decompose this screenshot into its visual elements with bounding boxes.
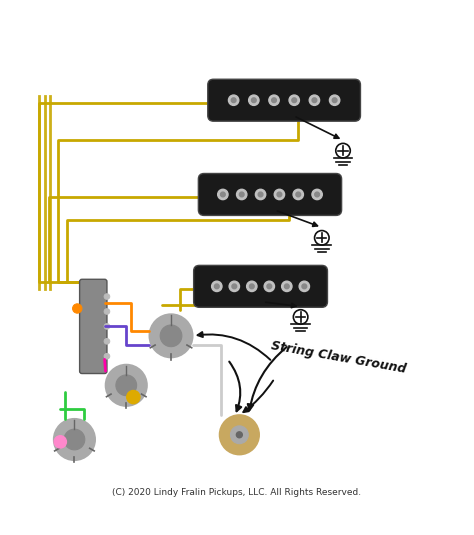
Circle shape (54, 419, 95, 460)
Circle shape (267, 284, 272, 289)
Circle shape (293, 189, 303, 200)
Circle shape (249, 284, 254, 289)
Circle shape (104, 294, 110, 300)
Circle shape (73, 304, 82, 313)
Circle shape (237, 189, 247, 200)
Circle shape (237, 432, 242, 438)
FancyBboxPatch shape (208, 79, 360, 121)
Circle shape (312, 189, 322, 200)
FancyBboxPatch shape (198, 173, 342, 216)
Circle shape (231, 98, 236, 103)
Circle shape (252, 98, 256, 103)
Circle shape (264, 281, 274, 292)
Circle shape (104, 309, 110, 314)
Circle shape (228, 95, 239, 105)
Circle shape (284, 284, 289, 289)
Circle shape (106, 364, 147, 406)
Circle shape (160, 325, 182, 347)
Circle shape (116, 375, 137, 396)
Circle shape (219, 415, 259, 455)
Circle shape (239, 192, 244, 197)
FancyBboxPatch shape (194, 265, 328, 307)
Circle shape (230, 426, 248, 444)
Circle shape (127, 391, 140, 404)
Circle shape (229, 281, 239, 292)
Circle shape (269, 95, 279, 105)
FancyBboxPatch shape (80, 279, 107, 373)
Circle shape (309, 95, 319, 105)
Circle shape (299, 281, 310, 292)
Circle shape (64, 429, 85, 450)
Circle shape (282, 281, 292, 292)
Circle shape (315, 192, 319, 197)
Circle shape (214, 284, 219, 289)
Circle shape (218, 189, 228, 200)
Circle shape (274, 189, 284, 200)
Circle shape (302, 284, 307, 289)
Circle shape (246, 281, 257, 292)
Text: String Claw Ground: String Claw Ground (270, 339, 407, 376)
Circle shape (249, 95, 259, 105)
Circle shape (104, 339, 110, 344)
Circle shape (312, 98, 317, 103)
Circle shape (329, 95, 340, 105)
Circle shape (104, 324, 110, 329)
Circle shape (272, 98, 276, 103)
Circle shape (255, 189, 266, 200)
Circle shape (258, 192, 263, 197)
Circle shape (289, 95, 300, 105)
Circle shape (277, 192, 282, 197)
Circle shape (149, 314, 193, 357)
Circle shape (54, 435, 66, 448)
Circle shape (296, 192, 301, 197)
Circle shape (292, 98, 297, 103)
Circle shape (220, 192, 225, 197)
Circle shape (104, 354, 110, 359)
Circle shape (232, 284, 237, 289)
Circle shape (332, 98, 337, 103)
Text: (C) 2020 Lindy Fralin Pickups, LLC. All Rights Reserved.: (C) 2020 Lindy Fralin Pickups, LLC. All … (112, 488, 362, 498)
Circle shape (211, 281, 222, 292)
